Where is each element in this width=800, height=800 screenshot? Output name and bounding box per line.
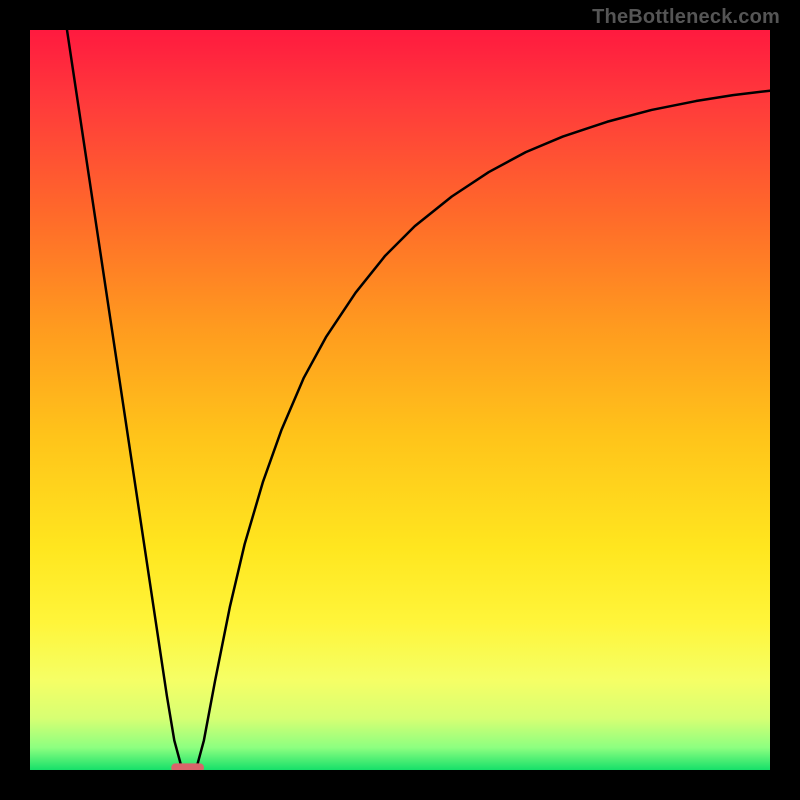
chart-container: { "watermark": { "text": "TheBottleneck.… bbox=[0, 0, 800, 800]
chart-svg bbox=[30, 30, 770, 770]
gradient-background bbox=[30, 30, 770, 770]
watermark-text: TheBottleneck.com bbox=[592, 6, 780, 29]
optimal-marker bbox=[171, 763, 204, 770]
plot-area bbox=[30, 30, 770, 770]
